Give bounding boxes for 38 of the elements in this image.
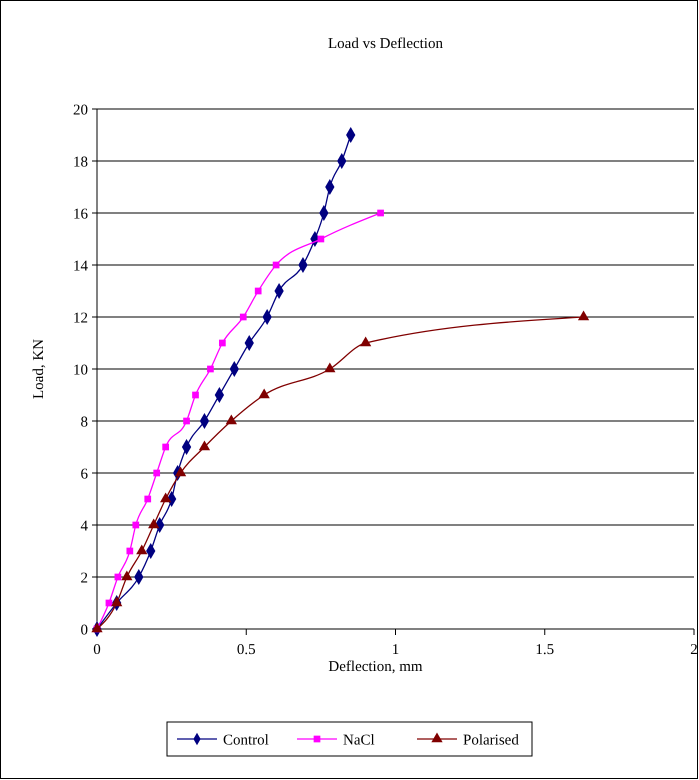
y-tick-label: 4 — [80, 518, 88, 534]
y-tick-label: 12 — [73, 310, 88, 326]
y-tick-label: 2 — [80, 570, 88, 586]
point — [377, 210, 384, 216]
y-tick-label: 8 — [80, 414, 88, 430]
point — [192, 392, 199, 398]
y-axis-title: Load, KN — [31, 338, 47, 399]
point — [114, 574, 122, 580]
legend-label: NaCl — [343, 732, 375, 748]
point — [272, 262, 280, 268]
chart-title: Load vs Deflection — [328, 36, 444, 52]
point — [183, 418, 190, 424]
point — [207, 366, 214, 372]
x-tick-label: 0.5 — [236, 642, 256, 658]
point — [254, 288, 262, 294]
point — [126, 548, 134, 554]
y-tick-label: 16 — [73, 206, 88, 222]
y-tick-label: 0 — [80, 622, 88, 638]
x-tick-label: 0 — [93, 642, 101, 658]
x-tick-label: 1 — [392, 642, 400, 658]
y-tick-label: 14 — [73, 258, 88, 274]
point — [144, 496, 152, 502]
point — [153, 470, 160, 476]
legend-label: Polarised — [463, 732, 520, 748]
x-tick-label: 1.5 — [535, 642, 554, 658]
x-tick-label: 2 — [690, 642, 698, 658]
point — [219, 340, 226, 346]
x-axis-title: Deflection, mm — [328, 659, 423, 675]
point — [318, 236, 324, 242]
y-tick-label: 18 — [73, 154, 88, 170]
point — [106, 600, 112, 606]
y-tick-label: 10 — [73, 362, 88, 378]
point — [240, 314, 247, 320]
point — [132, 522, 140, 528]
y-tick-label: 20 — [73, 102, 88, 118]
y-tick-label: 6 — [80, 466, 88, 482]
point — [162, 444, 170, 450]
legend-label: Control — [223, 732, 269, 748]
